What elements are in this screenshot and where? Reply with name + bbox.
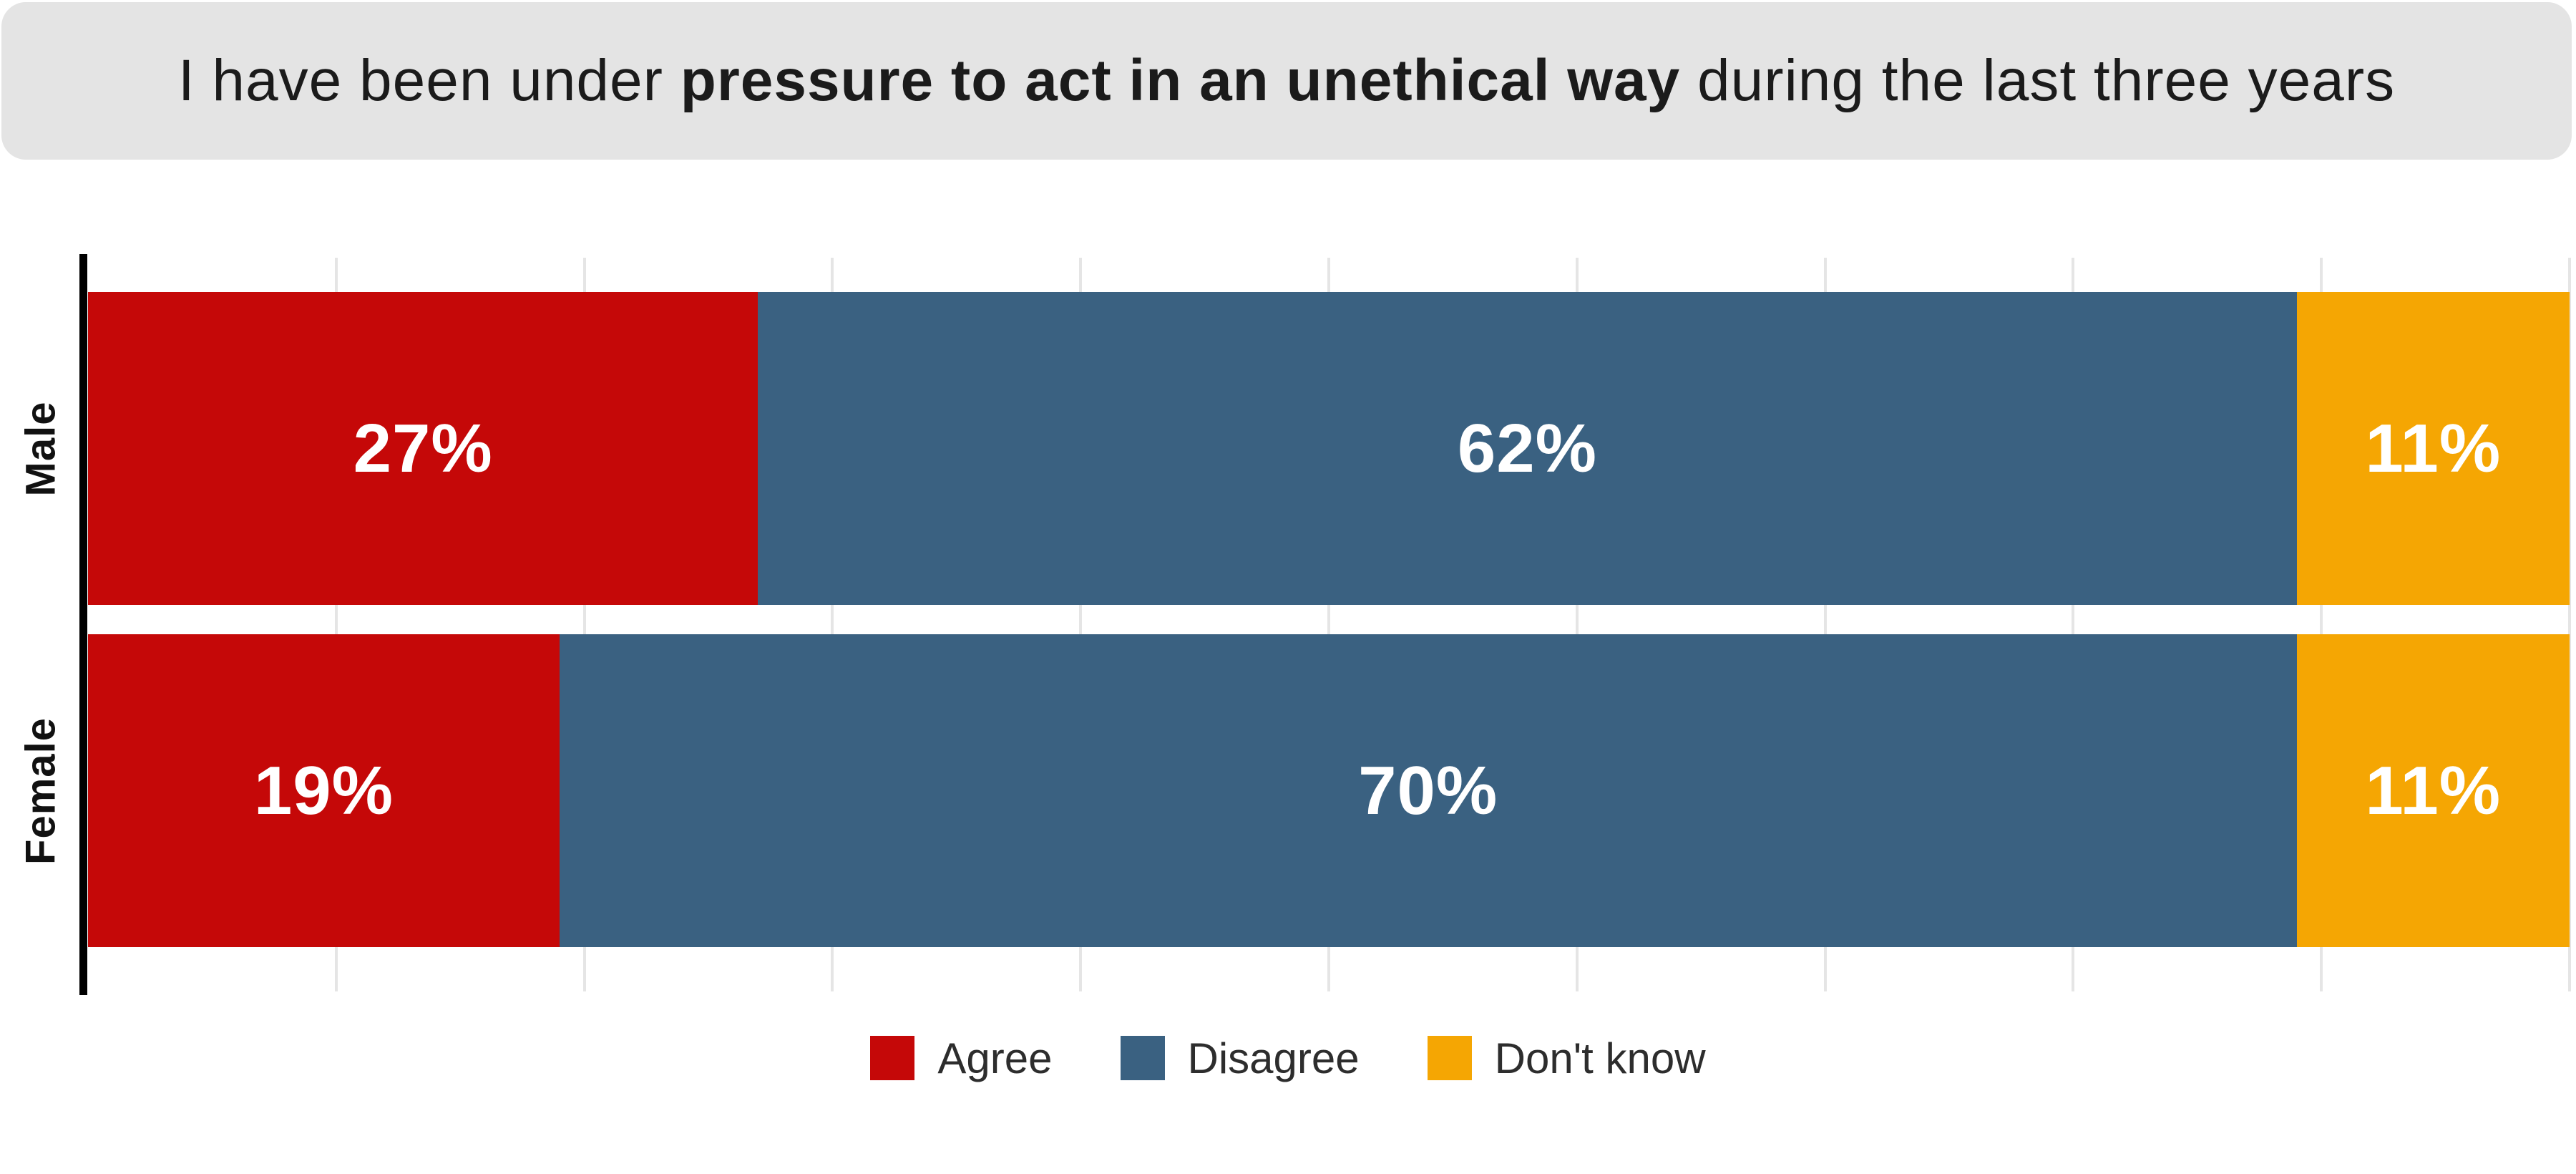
bar-value-label: 19% xyxy=(253,752,394,829)
legend-item-disagree: Disagree xyxy=(1120,1034,1360,1083)
title-emphasis: pressure to act in an unethical way xyxy=(680,48,1681,113)
legend-swatch xyxy=(870,1036,915,1080)
gridline-90 xyxy=(2320,258,2323,991)
legend-label: Don't know xyxy=(1494,1034,1706,1082)
bar-segment-male-disagree: 62% xyxy=(758,292,2297,605)
category-label-male: Male xyxy=(17,401,64,496)
bar-value-label: 27% xyxy=(353,409,493,487)
chart-title: I have been under pressure to act in an … xyxy=(178,47,2395,115)
bar-segment-female-don-t-know: 11% xyxy=(2296,634,2570,947)
bar-segment-male-agree: 27% xyxy=(88,292,758,605)
gridline-10 xyxy=(334,258,338,991)
bar-row-female: 19% 70% 11% xyxy=(88,634,2570,947)
bar-segment-male-don-t-know: 11% xyxy=(2296,292,2570,605)
legend-label: Disagree xyxy=(1187,1034,1360,1082)
legend-swatch xyxy=(1427,1036,1472,1080)
bar-segment-female-disagree: 70% xyxy=(559,634,2297,947)
gridline-30 xyxy=(831,258,834,991)
gridline-50 xyxy=(1327,258,1330,991)
gridline-40 xyxy=(1079,258,1083,991)
y-axis-spine xyxy=(79,254,87,995)
title-suffix: during the last three years xyxy=(1680,48,2396,113)
bar-value-label: 62% xyxy=(1457,409,1597,487)
gridline-20 xyxy=(582,258,586,991)
bar-row-male: 27% 62% 11% xyxy=(88,292,2570,605)
gridline-100 xyxy=(2568,258,2571,991)
legend-swatch xyxy=(1120,1036,1165,1080)
gridline-60 xyxy=(1575,258,1579,991)
legend-label: Agree xyxy=(937,1034,1053,1082)
bar-value-label: 11% xyxy=(2365,752,2502,829)
bar-value-label: 11% xyxy=(2365,409,2502,487)
chart-title-pill: I have been under pressure to act in an … xyxy=(1,2,2572,160)
bar-value-label: 70% xyxy=(1358,752,1498,829)
legend: Agree Disagree Don't know xyxy=(0,1029,2576,1087)
gridline-70 xyxy=(1823,258,1827,991)
legend-item-agree: Agree xyxy=(870,1034,1053,1083)
category-label-female: Female xyxy=(17,717,64,865)
legend-item-don-t-know: Don't know xyxy=(1427,1034,1706,1083)
plot-area: 27% 62% 11% 19% 70% 11% xyxy=(79,254,2571,995)
gridline-80 xyxy=(2072,258,2075,991)
title-prefix: I have been under xyxy=(177,48,680,113)
bar-segment-female-agree: 19% xyxy=(88,634,560,947)
